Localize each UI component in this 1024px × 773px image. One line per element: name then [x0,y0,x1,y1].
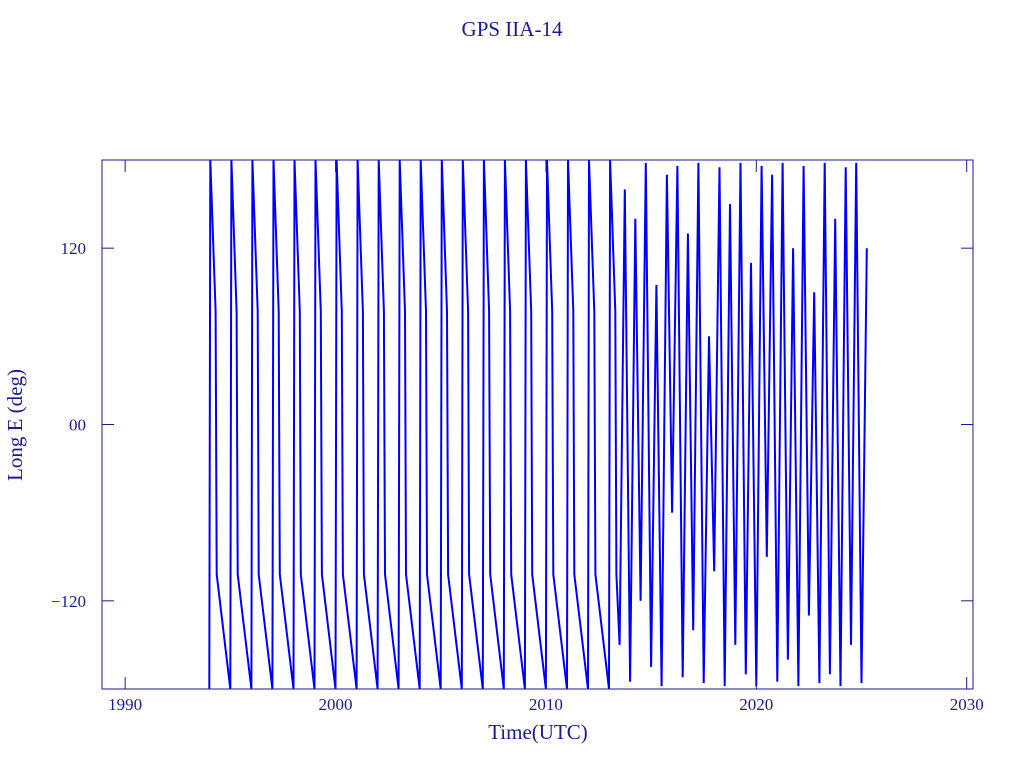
plot-area [208,159,868,690]
y-axis-label: Long E (deg) [3,369,27,481]
y-tick-label: 00 [69,416,86,435]
chart-title: GPS IIA-14 [462,17,563,41]
x-tick-label: 2030 [950,695,984,714]
series-line [208,159,868,690]
x-tick-label: 1990 [108,695,142,714]
x-tick-label: 2010 [529,695,563,714]
y-tick-label: 120 [61,239,87,258]
x-tick-label: 2000 [319,695,353,714]
y-tick-label: −120 [51,592,86,611]
x-tick-label: 2020 [739,695,773,714]
x-axis-label: Time(UTC) [488,720,588,744]
